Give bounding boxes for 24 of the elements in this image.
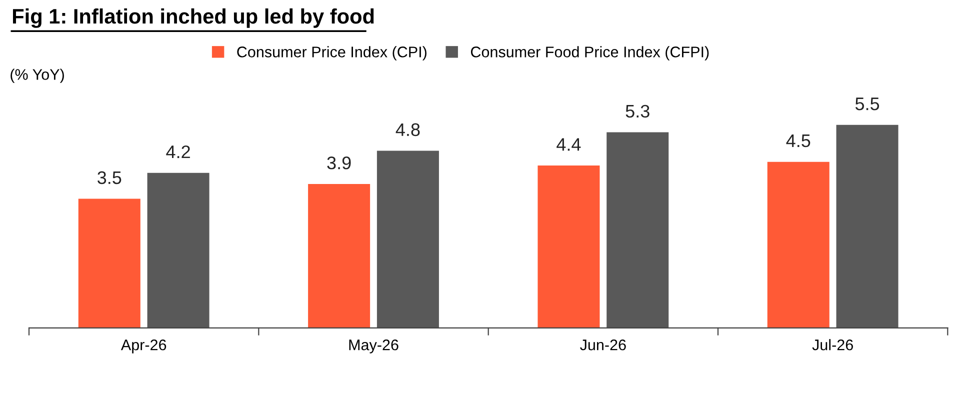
x-tick-label: Apr-26 xyxy=(120,339,166,354)
legend-label: Consumer Food Price Index (CFPI) xyxy=(470,46,709,60)
data-label: 3.9 xyxy=(327,156,351,170)
bar xyxy=(78,198,140,328)
x-tick-label: Jun-26 xyxy=(580,339,626,350)
bar xyxy=(538,166,600,328)
bar xyxy=(767,162,830,328)
bar xyxy=(376,150,439,328)
x-tick-label: May-26 xyxy=(349,339,398,354)
bar xyxy=(147,172,210,328)
data-label: 4.4 xyxy=(556,138,581,151)
data-label: 5.3 xyxy=(626,104,650,118)
bar xyxy=(606,132,669,328)
data-label: 4.8 xyxy=(396,123,420,136)
bar xyxy=(308,184,370,328)
data-label: 5.5 xyxy=(855,98,880,110)
data-label: 4.5 xyxy=(786,134,810,148)
chart-title: Fig 1: Inflation inched up led by food xyxy=(12,8,374,28)
data-label: 4.2 xyxy=(166,145,190,158)
y-axis-title: (% YoY) xyxy=(10,68,64,83)
data-label: 3.5 xyxy=(98,171,122,184)
x-tick-label: Jul-26 xyxy=(812,339,853,350)
bar xyxy=(836,124,898,328)
legend-label: Consumer Price Index (CPI) xyxy=(237,46,426,60)
